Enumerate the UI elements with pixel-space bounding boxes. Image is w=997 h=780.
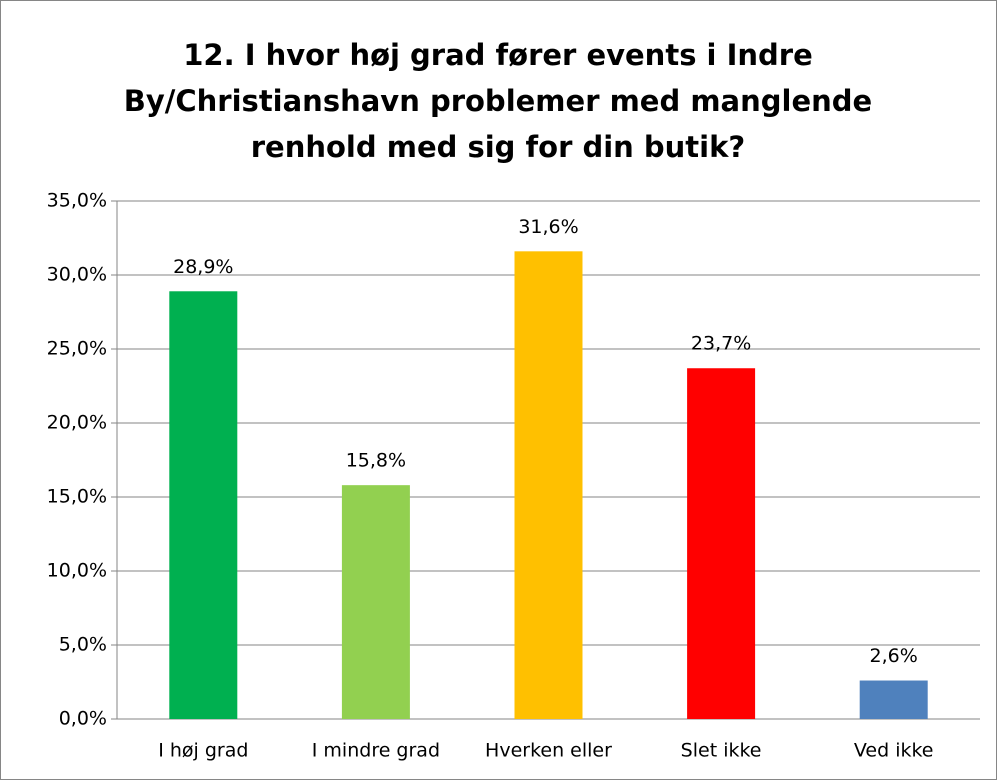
bar bbox=[687, 368, 756, 719]
bar bbox=[169, 291, 238, 719]
bar bbox=[341, 485, 410, 719]
y-tick-label: 25,0% bbox=[47, 338, 107, 360]
chart-title: renhold med sig for din butik? bbox=[251, 130, 745, 164]
y-tick-label: 0,0% bbox=[59, 708, 107, 730]
x-tick-label: I mindre grad bbox=[312, 740, 440, 762]
y-tick-label: 15,0% bbox=[47, 486, 107, 508]
x-tick-label: Ved ikke bbox=[854, 740, 934, 762]
bar bbox=[859, 680, 928, 719]
y-tick-label: 30,0% bbox=[47, 264, 107, 286]
data-label: 31,6% bbox=[518, 216, 578, 238]
data-label: 15,8% bbox=[346, 450, 406, 472]
data-label: 28,9% bbox=[173, 256, 233, 278]
chart-title: By/Christianshavn problemer med manglend… bbox=[124, 84, 872, 118]
y-tick-label: 35,0% bbox=[47, 190, 107, 212]
y-tick-label: 10,0% bbox=[47, 560, 107, 582]
x-tick-label: Slet ikke bbox=[681, 740, 762, 762]
x-tick-label: Hverken eller bbox=[485, 740, 612, 762]
y-tick-label: 5,0% bbox=[59, 634, 107, 656]
x-tick-label: I høj grad bbox=[158, 740, 248, 762]
y-tick-label: 20,0% bbox=[47, 412, 107, 434]
bar bbox=[514, 251, 583, 719]
chart-title: 12. I hvor høj grad fører events i Indre bbox=[183, 38, 813, 72]
data-label: 23,7% bbox=[691, 333, 751, 355]
data-label: 2,6% bbox=[870, 645, 918, 667]
